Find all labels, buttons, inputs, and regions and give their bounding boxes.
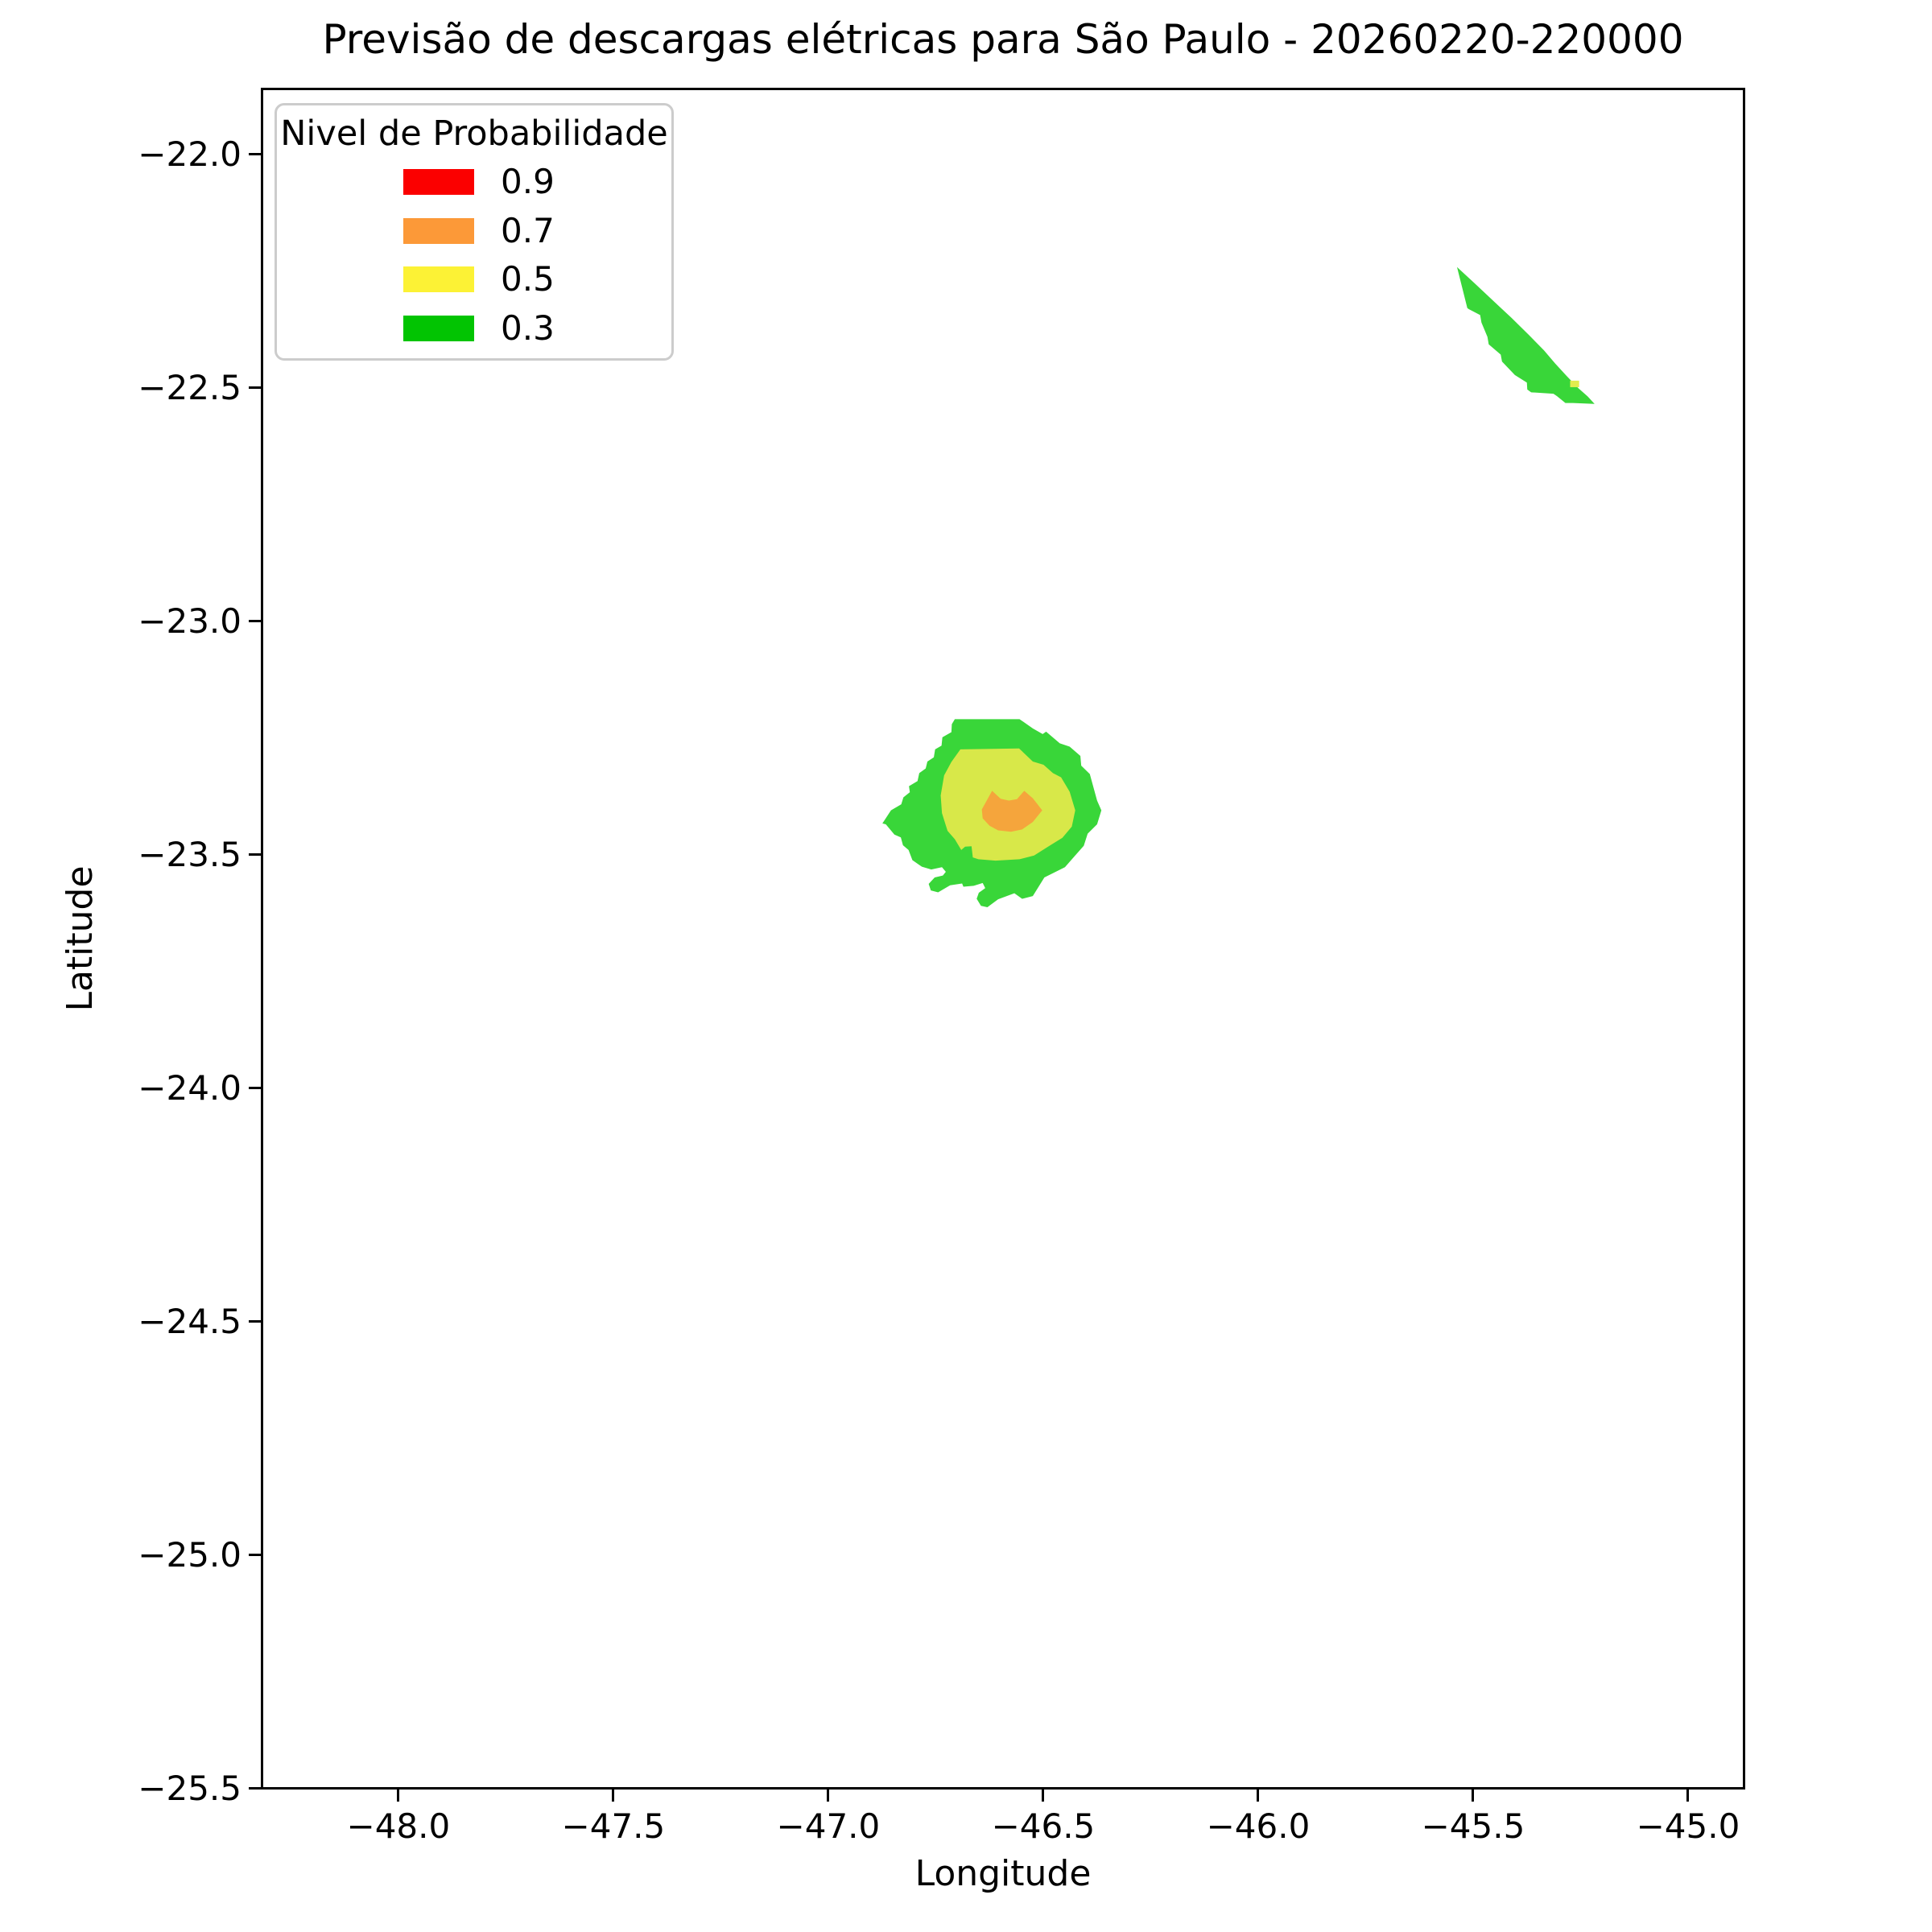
- x-tick-mark-1: [612, 1790, 615, 1802]
- y-tick-mark-0: [249, 153, 261, 156]
- legend-entry-0.5: 0.5: [403, 262, 555, 296]
- x-tick-label-2: −47.0: [776, 1806, 881, 1846]
- x-tick-mark-5: [1472, 1790, 1475, 1802]
- y-tick-mark-7: [249, 1787, 261, 1790]
- legend-label-0.9: 0.9: [501, 162, 555, 201]
- y-tick-mark-1: [249, 386, 261, 390]
- x-tick-label-3: −46.5: [991, 1806, 1096, 1846]
- x-tick-label-4: −46.0: [1206, 1806, 1311, 1846]
- legend-entry-0.9: 0.9: [403, 165, 555, 199]
- y-tick-label-0: −22.0: [138, 134, 242, 174]
- y-tick-label-1: −22.5: [138, 367, 242, 407]
- y-tick-mark-5: [249, 1320, 261, 1323]
- legend-swatch-0.5: [403, 266, 474, 293]
- legend-title: Nivel de Probabilidade: [280, 114, 668, 154]
- legend: Nivel de Probabilidade 0.9 0.7 0.5 0.3: [275, 103, 674, 361]
- y-tick-label-3: −23.5: [138, 834, 242, 874]
- x-tick-label-5: −45.5: [1421, 1806, 1525, 1846]
- y-tick-label-5: −24.5: [138, 1301, 242, 1341]
- legend-swatch-0.3: [403, 316, 474, 342]
- x-tick-label-0: −48.0: [346, 1806, 451, 1846]
- y-tick-mark-3: [249, 853, 261, 857]
- legend-label-0.7: 0.7: [501, 210, 555, 250]
- x-tick-label-1: −47.5: [561, 1806, 666, 1846]
- x-axis-label: Longitude: [914, 1853, 1092, 1894]
- contour-region-sao-paulo-cell-p07: [981, 791, 1042, 832]
- legend-label-0.3: 0.3: [501, 308, 555, 349]
- legend-swatch-0.9: [403, 169, 474, 195]
- x-tick-label-6: −45.0: [1636, 1806, 1740, 1846]
- y-axis-label: Latitude: [60, 865, 101, 1012]
- contour-region-northeast-cell-p05: [1570, 380, 1579, 387]
- legend-label-0.5: 0.5: [501, 259, 555, 299]
- x-tick-mark-2: [827, 1790, 830, 1802]
- legend-entry-0.7: 0.7: [403, 213, 555, 247]
- plot-area: [261, 88, 1745, 1790]
- contour-map: [882, 266, 1595, 907]
- legend-entry-0.3: 0.3: [403, 312, 555, 345]
- y-tick-label-2: −23.0: [138, 601, 242, 641]
- contour-region-northeast-cell-p03: [1456, 266, 1595, 404]
- x-tick-mark-4: [1257, 1790, 1260, 1802]
- y-tick-mark-4: [249, 1087, 261, 1090]
- legend-swatch-0.7: [403, 217, 474, 244]
- y-tick-label-7: −25.5: [138, 1768, 242, 1808]
- y-tick-mark-2: [249, 620, 261, 623]
- x-tick-mark-6: [1686, 1790, 1690, 1802]
- x-tick-mark-0: [397, 1790, 400, 1802]
- y-tick-label-4: −24.0: [138, 1067, 242, 1108]
- chart-title: Previsão de descargas elétricas para São…: [322, 16, 1684, 63]
- y-tick-label-6: −25.0: [138, 1534, 242, 1575]
- x-tick-mark-3: [1042, 1790, 1045, 1802]
- y-tick-mark-6: [249, 1554, 261, 1557]
